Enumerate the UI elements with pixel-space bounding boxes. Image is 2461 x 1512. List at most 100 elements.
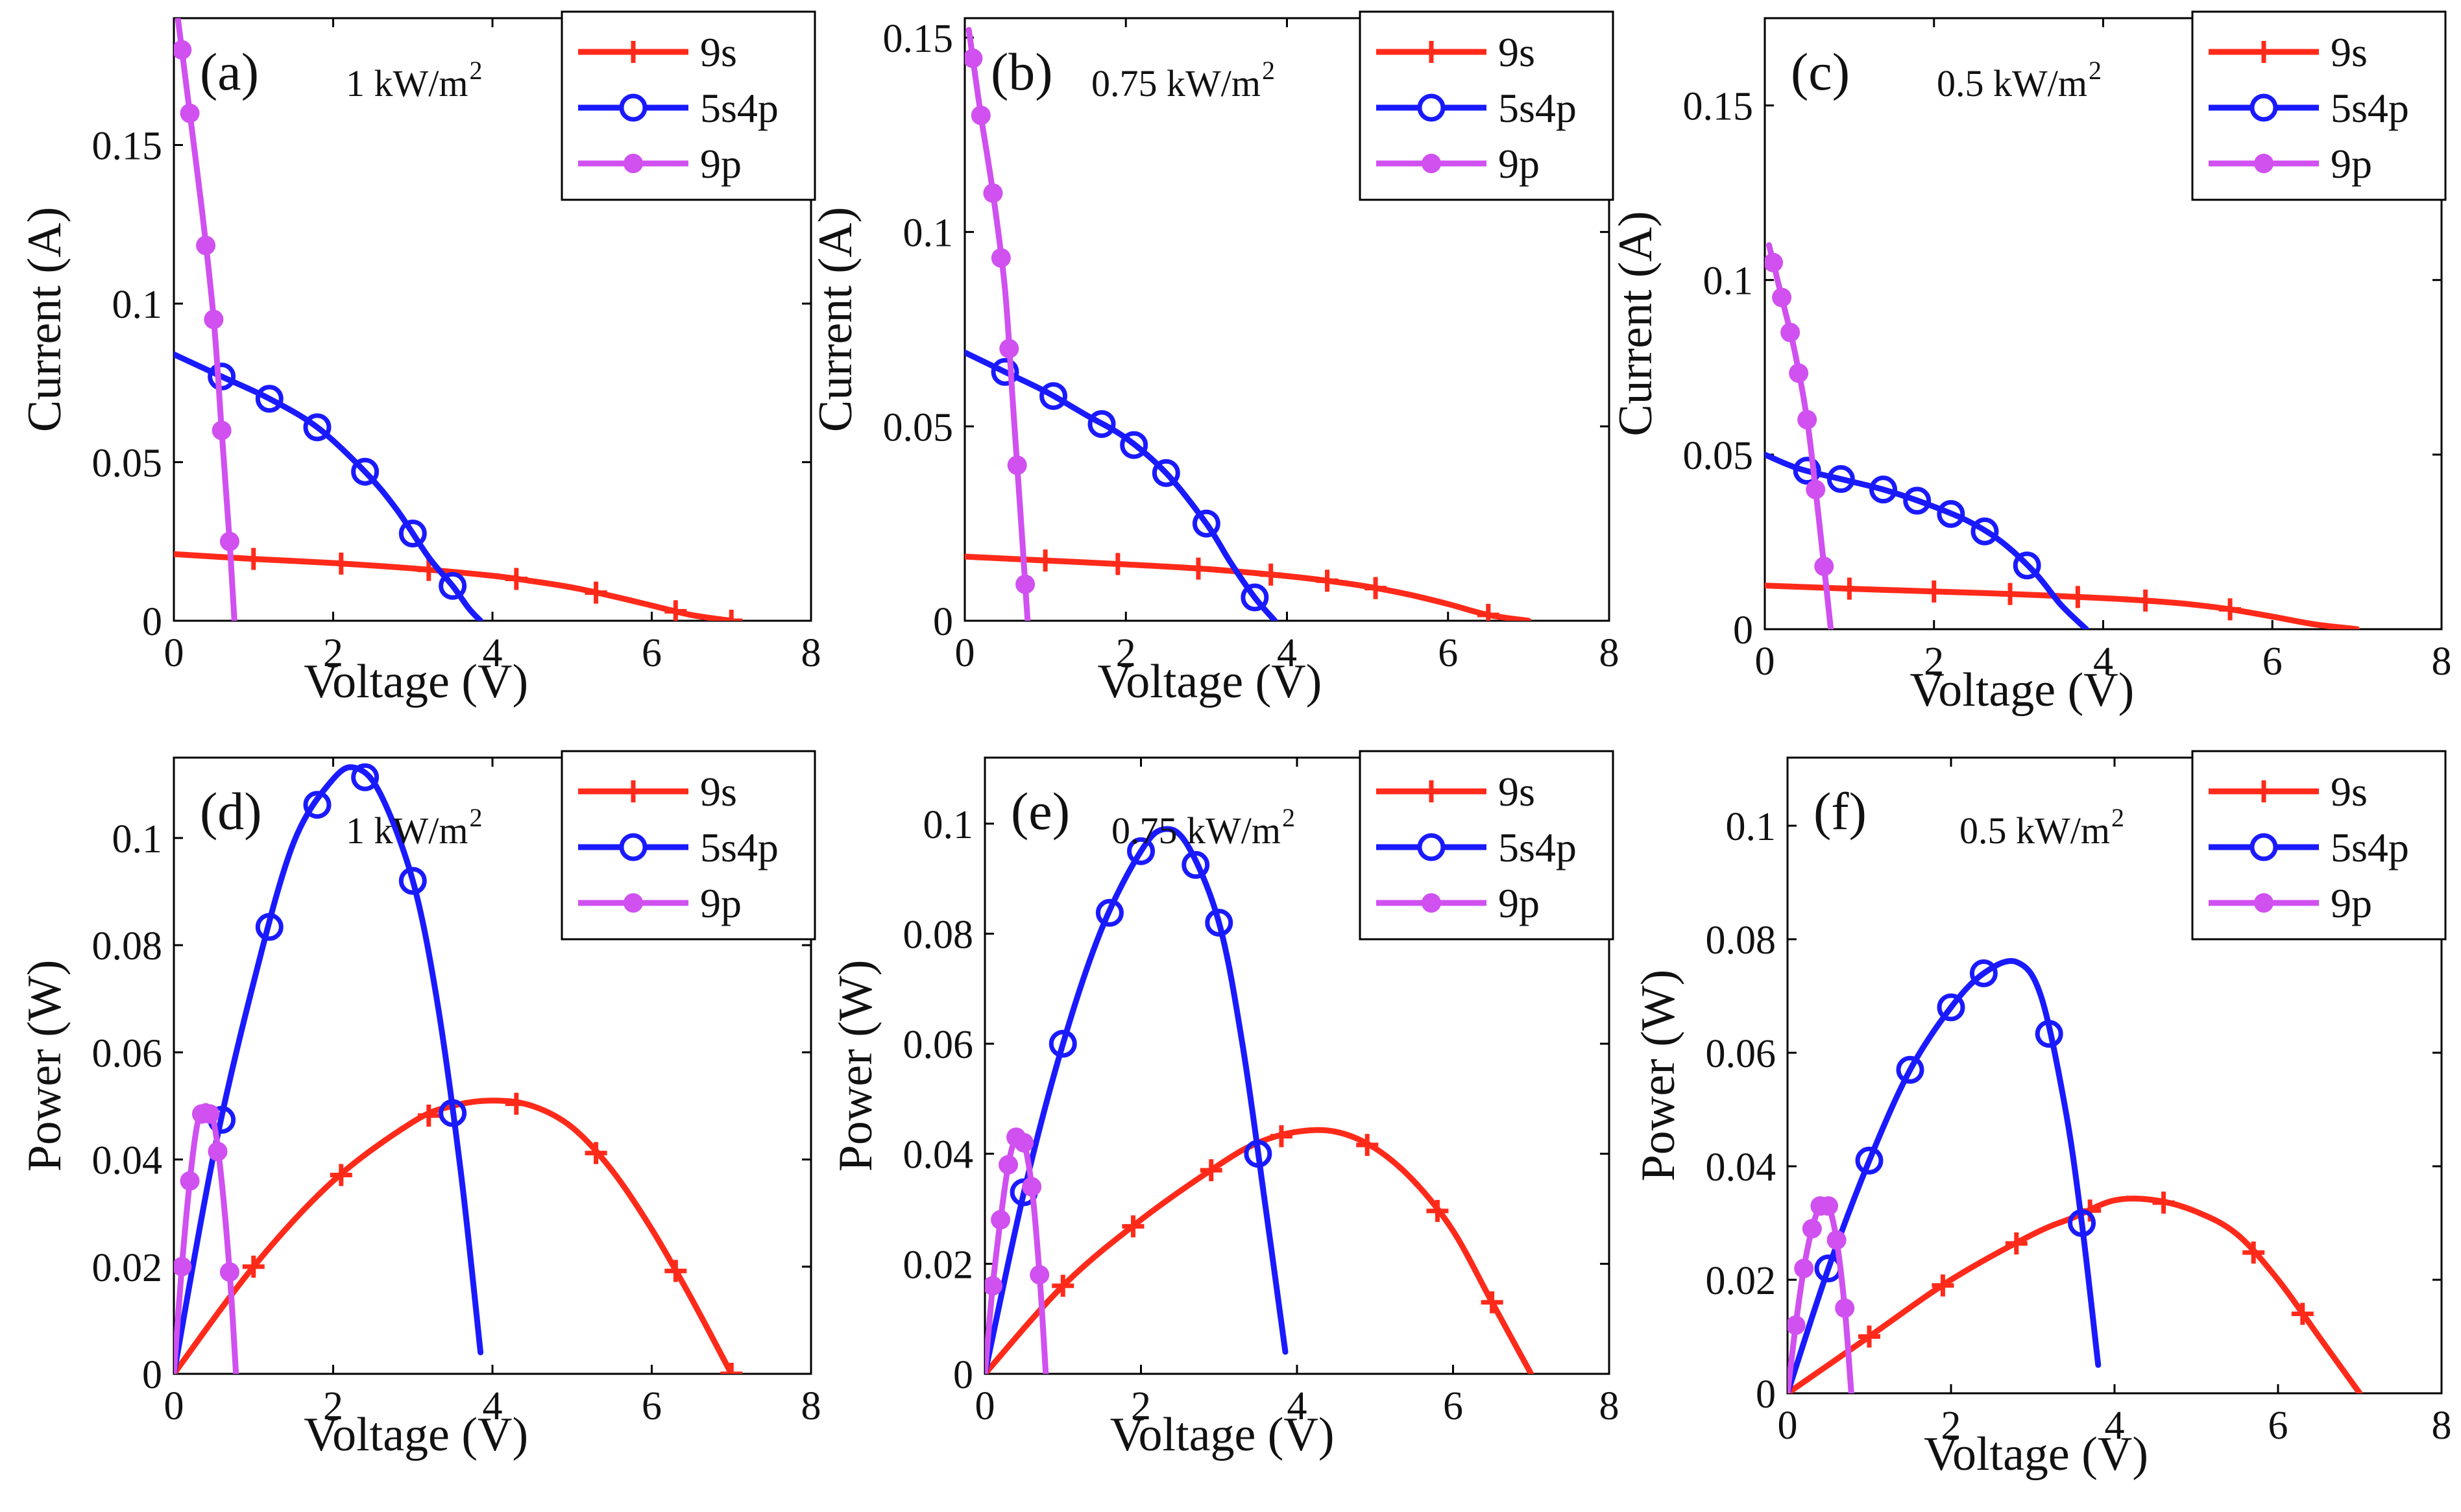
legend-label-9s: 9s <box>1498 29 1535 75</box>
marker-plus-9s <box>417 1104 440 1127</box>
irradiance-superscript: 2 <box>469 803 482 832</box>
panel-label: (c) <box>1791 42 1850 101</box>
x-tick-label: 6 <box>1443 1384 1463 1428</box>
panel-d: 0 2 4 6 8 0 0.02 0.04 0.06 0.08 0.1 Voltage (V) Powe… <box>18 750 821 1461</box>
legend-label-5s4p: 5s4p <box>1498 85 1577 131</box>
series-line-9s <box>1765 582 2360 629</box>
x-tick-label: 0 <box>955 631 975 675</box>
y-tick-label: 0.05 <box>1683 434 1754 478</box>
marker-circle-5s4p <box>398 867 427 895</box>
y-tick-label: 0 <box>1756 1373 1776 1417</box>
marker-plus-9s <box>720 1363 743 1374</box>
panel-label: (e) <box>1011 782 1070 841</box>
y-axis-label: Power (W) <box>18 960 71 1172</box>
x-tick-label: 4 <box>1277 631 1297 675</box>
x-tick-label: 4 <box>2093 640 2113 684</box>
marker-dot-9p <box>1780 322 1800 342</box>
marker-plus-9s <box>1922 580 1945 603</box>
marker-plus-9s <box>1858 1325 1880 1348</box>
legend-marker-9p <box>2254 893 2273 913</box>
legend-label-9p: 9p <box>1498 880 1540 926</box>
marker-dot-9p <box>204 309 224 330</box>
marker-dot-9p <box>1022 1177 1042 1197</box>
legend: 9s 5s4p 9p <box>561 10 816 201</box>
y-tick-label: 0.1 <box>1703 259 1754 304</box>
marker-circle-5s4p <box>1793 457 1821 485</box>
legend: 9s 5s4p 9p <box>561 750 816 941</box>
series-line-9s <box>985 1127 1534 1374</box>
legend: 9s 5s4p 9p <box>1359 10 1614 201</box>
y-tick-label: 0.15 <box>883 17 954 61</box>
marker-dot-9p <box>180 1171 200 1191</box>
legend-marker-9p <box>1422 893 1441 913</box>
marker-circle-5s4p <box>1855 1146 1884 1175</box>
y-tick-label: 0.02 <box>92 1246 163 1290</box>
marker-plus-9s <box>2291 1302 2314 1325</box>
marker-dot-9p <box>1015 574 1036 594</box>
marker-plus-9s <box>1259 563 1282 586</box>
y-axis-label: Current (A) <box>809 207 862 432</box>
legend-label-5s4p: 5s4p <box>700 85 779 131</box>
marker-plus-9s <box>1356 1134 1379 1157</box>
y-tick-label: 0 <box>933 600 953 644</box>
irradiance-superscript: 2 <box>1282 803 1295 832</box>
legend-label-9s: 9s <box>1498 769 1535 815</box>
y-tick-label: 0.06 <box>903 1023 974 1067</box>
marker-circle-5s4p <box>2035 1020 2063 1048</box>
legend-label-9p: 9p <box>700 141 742 187</box>
marker-dot-9p <box>999 339 1019 359</box>
marker-dot-9p <box>1789 363 1809 383</box>
irradiance-label: 0.75 kW/m <box>1111 810 1281 852</box>
irradiance-superscript: 2 <box>1262 56 1275 85</box>
x-axis-label: Voltage (V) <box>304 1408 528 1461</box>
y-tick-label: 0.08 <box>92 924 163 968</box>
marker-plus-9s <box>1481 1291 1503 1314</box>
panel-label: (a) <box>200 42 259 101</box>
y-axis-label: Power (W) <box>829 960 882 1172</box>
y-tick-label: 0.15 <box>1683 85 1754 129</box>
y-axis-label: Power (W) <box>1632 970 1685 1182</box>
legend-label-9p: 9p <box>1498 141 1540 187</box>
marker-dot-9p <box>196 235 216 256</box>
marker-dot-9p <box>971 105 991 125</box>
marker-plus-9s <box>505 568 527 590</box>
marker-plus-9s <box>2067 586 2089 608</box>
marker-circle-5s4p <box>398 520 427 548</box>
series-line-9s <box>965 553 1532 621</box>
x-tick-label: 4 <box>483 631 503 675</box>
marker-dot-9p <box>212 420 232 440</box>
marker-plus-9s <box>720 610 743 621</box>
legend-marker-9p <box>624 893 643 913</box>
marker-dot-9p <box>1788 1315 1806 1335</box>
marker-plus-9s <box>330 1164 352 1186</box>
y-tick-label: 0.1 <box>112 817 163 861</box>
marker-dot-9p <box>1806 479 1826 499</box>
y-tick-label: 0.1 <box>903 211 954 256</box>
series-line-5s4p <box>985 826 1289 1374</box>
x-tick-label: 2 <box>323 1384 343 1428</box>
legend-marker-9s <box>622 41 644 63</box>
x-tick-label: 4 <box>2105 1404 2125 1448</box>
x-tick-label: 6 <box>2262 640 2283 684</box>
panel-a: 0 2 4 6 8 0 0.05 0.1 0.15 Voltage (V) Current (A) (… <box>18 10 821 708</box>
marker-dot-9p <box>208 1142 228 1162</box>
plot-series-group <box>1788 958 2363 1393</box>
marker-plus-9s <box>664 600 687 621</box>
y-tick-label: 0.08 <box>1706 918 1776 963</box>
x-axis-label: Voltage (V) <box>304 655 528 708</box>
marker-plus-9s <box>1052 1275 1074 1297</box>
marker-plus-9s <box>242 1255 265 1278</box>
marker-dot-9p <box>1014 1133 1034 1153</box>
marker-circle-5s4p <box>255 913 284 941</box>
x-tick-label: 2 <box>1116 631 1136 675</box>
legend-label-9s: 9s <box>2331 769 2368 815</box>
marker-dot-9p <box>180 103 200 123</box>
marker-circle-5s4p <box>2068 1209 2096 1237</box>
marker-dot-9p <box>1802 1219 1822 1239</box>
y-axis-label: Current (A) <box>1609 211 1662 436</box>
y-tick-label: 0.02 <box>903 1243 974 1287</box>
x-tick-label: 2 <box>1131 1384 1151 1428</box>
marker-dot-9p <box>1826 1230 1847 1250</box>
y-tick-label: 0.04 <box>92 1139 163 1183</box>
marker-dot-9p <box>174 1256 192 1277</box>
